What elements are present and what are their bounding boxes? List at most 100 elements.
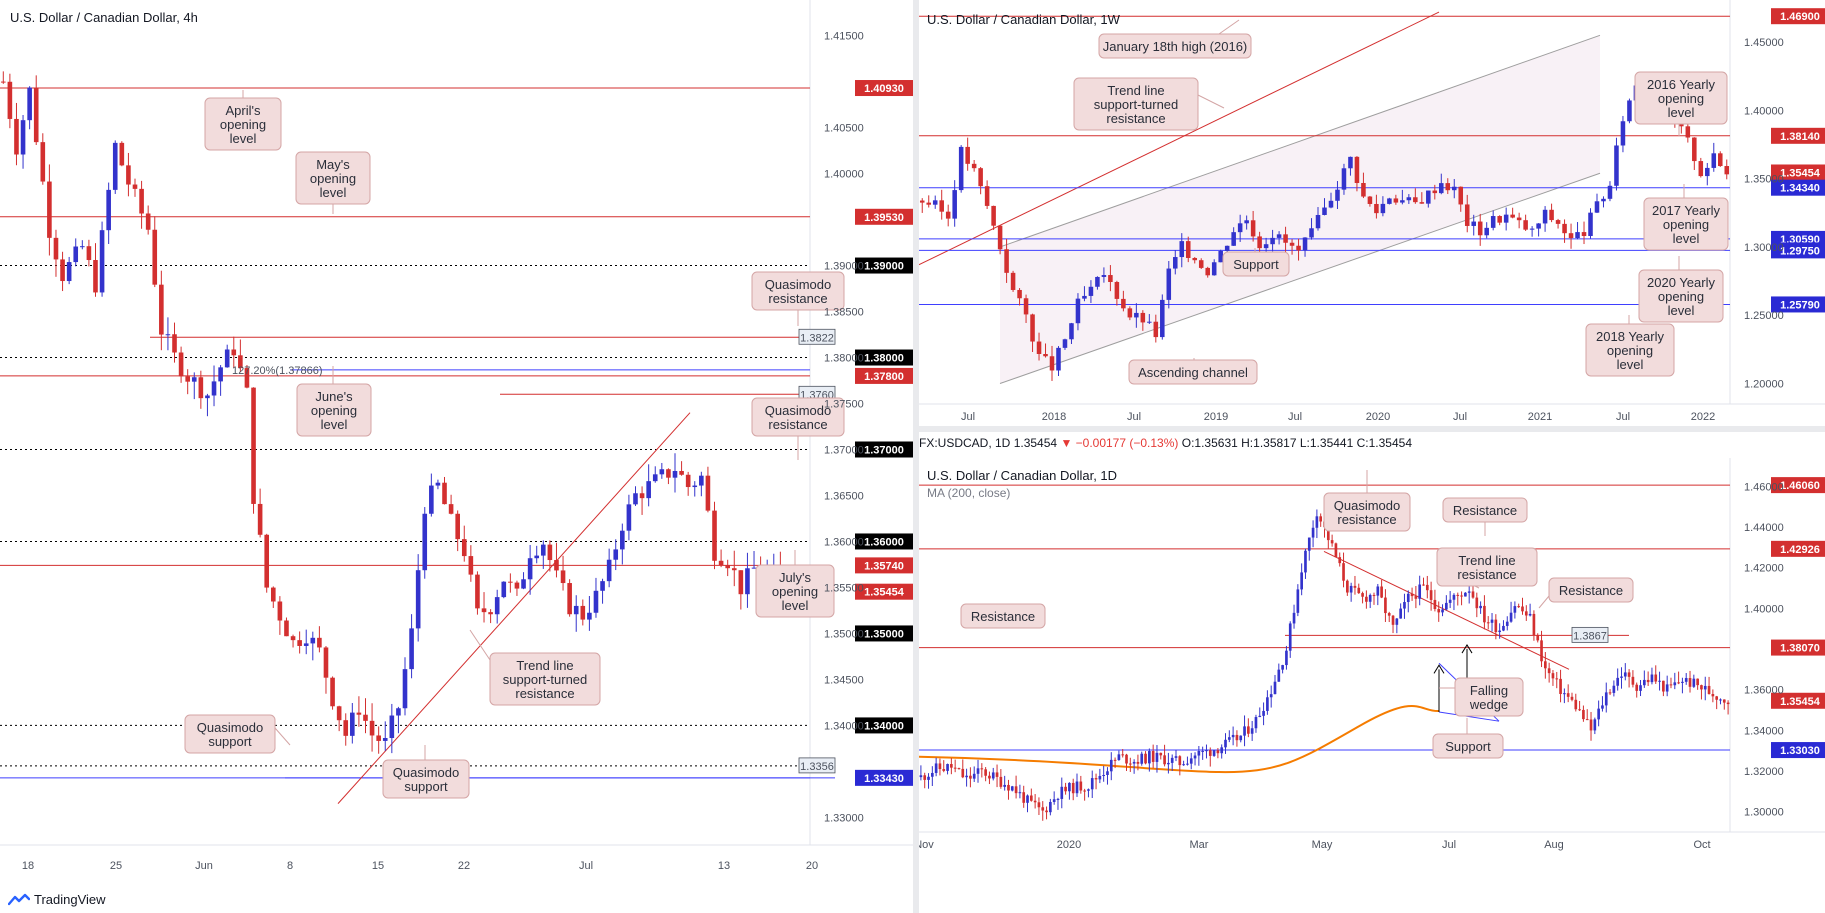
chart-canvas-1w[interactable]: 1.469001.381401.354541.343401.305901.297…: [919, 0, 1825, 426]
candle-body: [961, 768, 965, 778]
chart-panel-1w[interactable]: 1.46900 1.38140 1.35454 1.34340 1.30590 1.297…: [919, 0, 1825, 426]
candle-body: [1669, 684, 1673, 686]
chart-panel-4h[interactable]: 127.20%(1.37866) 1.40930 1.39530 1.39000 1.3…: [0, 0, 913, 883]
price-label: 1.37000: [855, 441, 913, 458]
candle-body: [1475, 597, 1479, 609]
price-label-text: 1.34340: [1780, 183, 1820, 195]
chart-canvas-4h[interactable]: 127.20%(1.37866)1.409301.395301.390001.3…: [0, 0, 913, 883]
price-tick: 1.36000: [1744, 685, 1784, 697]
candle-body: [751, 567, 757, 569]
candle-body: [1296, 589, 1300, 613]
candle-body: [1418, 584, 1422, 599]
candle-body: [1302, 237, 1308, 251]
candle-body: [1711, 694, 1715, 697]
price-label-text: 1.38070: [1780, 643, 1820, 655]
time-tick: Jul: [961, 411, 975, 423]
candle-body: [934, 763, 938, 773]
candle-body: [1079, 781, 1083, 791]
annotation-pointer: [1197, 94, 1225, 109]
candle-body: [1250, 728, 1254, 734]
candle-body: [1700, 685, 1703, 690]
annotation-text: Resistance: [1559, 583, 1623, 598]
trend-line: [919, 11, 1440, 266]
candle-body: [1684, 678, 1688, 682]
candle-body: [1121, 754, 1125, 756]
candle-body: [1045, 810, 1048, 813]
candle-body: [1448, 599, 1452, 603]
candle-body: [1471, 221, 1476, 226]
candle-body: [725, 565, 730, 569]
level-tag-text: 1.3356: [800, 761, 834, 773]
candle-body: [191, 377, 197, 382]
candle-body: [1262, 710, 1265, 716]
candle-body: [402, 669, 408, 709]
panel-divider-vertical[interactable]: [913, 0, 919, 913]
candle-body: [1010, 272, 1016, 290]
candle-body: [1425, 584, 1429, 591]
candle-body: [971, 163, 977, 169]
time-tick: Oct: [1693, 839, 1710, 851]
annotation-text: Resistance: [1453, 503, 1517, 518]
annotation-text: May's: [316, 157, 350, 172]
candle-body: [633, 493, 638, 505]
price-axis: 1.46000 1.44000 1.42000 1.40000 1.36000 1.340…: [1744, 481, 1784, 818]
price-tick: 1.34000: [1744, 725, 1784, 737]
candle-body: [1503, 214, 1509, 223]
candle-body: [1010, 786, 1014, 791]
level-tag: 1.3356: [798, 757, 836, 774]
candle-body: [0, 81, 6, 83]
chart-canvas-1d[interactable]: 1.46060 1.42926 1.38070 1.35454 1.33030 1.386…: [919, 458, 1825, 884]
candle-body: [950, 764, 953, 768]
candle-body: [1361, 183, 1366, 197]
candle-body: [1403, 602, 1406, 609]
annotation-callout: Resistance: [1538, 577, 1634, 609]
candle-body: [290, 636, 296, 641]
candle-body: [606, 559, 612, 582]
candle-body: [919, 200, 925, 203]
candle-body: [1395, 618, 1399, 625]
candle-body: [1247, 726, 1250, 734]
candle-body: [1719, 699, 1722, 701]
candle-body: [1244, 220, 1249, 224]
price-label-bg: [1771, 179, 1825, 196]
time-tick: May: [1312, 839, 1333, 851]
candle-body: [1250, 220, 1256, 237]
tradingview-brand[interactable]: TradingView: [8, 892, 106, 907]
candle-body: [514, 582, 520, 589]
candle-body: [1263, 244, 1269, 249]
candle-body: [33, 87, 39, 143]
candle-body: [1681, 681, 1684, 683]
annotation-text: 2018 Yearly: [1596, 329, 1664, 344]
candle-body: [1328, 200, 1334, 208]
panel-divider-horizontal[interactable]: [919, 426, 1825, 432]
candle-body: [980, 768, 984, 770]
annotation-text: resistance: [768, 291, 827, 306]
candle-body: [932, 200, 938, 205]
time-tick: 22: [458, 860, 470, 872]
candle-body: [1128, 763, 1132, 765]
candle-body: [1426, 190, 1431, 204]
candle-body: [927, 776, 930, 780]
candle-body: [1270, 237, 1275, 245]
candle-body: [1023, 298, 1029, 315]
chart-panel-1d[interactable]: 1.46060 1.42926 1.38070 1.35454 1.33030 1.386…: [919, 432, 1825, 858]
candle-body: [60, 259, 65, 282]
annotation-text: Trend line: [1458, 553, 1515, 568]
price-label-bg: [855, 208, 913, 225]
candle-body: [976, 768, 980, 774]
candle-body: [1173, 257, 1178, 269]
annotation-box: [1442, 497, 1528, 523]
candle-body: [1289, 242, 1295, 246]
candle-body: [527, 558, 533, 580]
annotation-text: Quasimodo: [765, 277, 831, 292]
annotation-text: Quasimodo: [1334, 498, 1400, 513]
candle-body: [112, 142, 118, 190]
price-label-bg: [1771, 639, 1825, 656]
price-label-bg: [855, 583, 913, 600]
candle-body: [1307, 537, 1311, 551]
annotation-text: opening: [311, 403, 357, 418]
candle-body: [745, 568, 750, 595]
candle-body: [1197, 751, 1201, 756]
candle-body: [1414, 596, 1418, 599]
